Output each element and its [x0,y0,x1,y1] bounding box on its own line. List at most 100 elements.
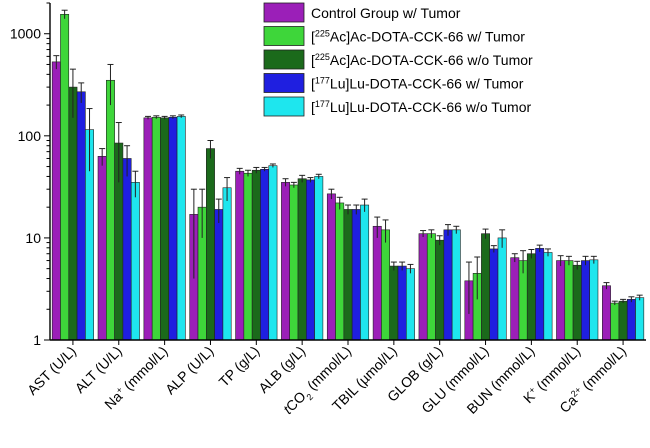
legend-swatch-4 [263,73,305,93]
bar-3-13 [618,300,628,341]
error-bar-2-3 [153,115,160,119]
error-bar-3-7 [345,204,351,215]
error-bar-2-10 [474,256,481,300]
legend-swatch-5 [263,96,305,117]
bar-4-11 [535,248,545,341]
error-bar-2-12 [565,255,572,266]
error-bar-2-9 [428,229,435,238]
error-bar-3-10 [482,228,489,239]
bar-4-12 [581,260,590,341]
bar-1-6 [281,182,290,341]
error-bar-4-10 [490,245,497,253]
legend-label-1: Control Group w/ Tumor [311,5,461,21]
error-bar-3-9 [436,235,443,246]
bar-2-6 [289,184,299,341]
error-bar-5-13 [636,294,643,301]
error-bar-3-3 [161,115,168,120]
error-bar-5-3 [178,114,185,118]
error-bar-1-9 [420,230,427,238]
error-bar-3-4 [207,139,214,159]
error-bar-5-8 [407,263,414,274]
error-bar-1-7 [328,188,335,200]
bar-5-3 [176,116,186,341]
error-bar-1-1 [53,55,60,70]
error-bar-3-12 [574,260,581,270]
bar-4-13 [626,299,636,341]
bar-3-3 [160,117,170,341]
bar-2-1 [60,14,70,341]
error-bar-3-6 [299,174,306,183]
y-ticks-layer: 1 10 100 1000 [10,2,50,348]
error-bar-1-10 [465,261,472,314]
bar-5-4 [222,187,232,341]
error-bar-3-1 [69,68,76,118]
bar-2-9 [426,233,436,341]
error-bar-4-2 [124,145,131,177]
error-bar-3-13 [620,298,627,304]
error-bar-5-5 [269,163,276,168]
bar-4-10 [489,248,499,341]
error-bar-1-11 [511,253,518,263]
bar-3-6 [297,178,307,341]
bar-3-12 [572,264,582,341]
error-bar-5-9 [453,225,460,234]
bar-2-13 [610,302,620,341]
bar-5-2 [130,182,140,341]
bar-3-9 [435,239,445,341]
bar-4-3 [168,116,178,341]
error-bar-4-13 [628,296,635,303]
bar-2-12 [564,260,574,341]
error-bar-1-13 [603,282,610,290]
legend-label-5: [177Lu]Lu-DOTA-CCK-66 w/o Tumor [311,99,532,115]
error-bar-4-11 [536,244,543,252]
bar-1-12 [556,260,566,341]
error-bar-1-2 [99,148,106,166]
category-label-6: ALB (g/L) [255,343,308,396]
bar-5-11 [543,252,553,341]
bar-4-2 [122,158,132,341]
error-bar-5-4 [224,177,231,201]
bar-2-3 [151,116,161,341]
bar-2-5 [243,172,253,341]
error-bar-1-3 [145,115,152,120]
bar-4-1 [76,91,86,341]
error-bar-5-12 [590,255,597,264]
error-bar-5-11 [544,248,551,257]
bar-5-5 [268,165,278,341]
legend-swatch-2 [263,26,305,46]
category-labels-layer: AST (U/L)ALT (U/L)Na+ (mmol/L)ALP (U/L)T… [24,340,629,417]
bar-5-6 [314,176,324,341]
error-bar-2-13 [611,300,618,306]
error-bar-2-4 [199,188,206,238]
bar-1-5 [235,170,245,341]
error-bar-3-8 [390,261,397,271]
bar-1-9 [418,233,428,341]
legend-swatch-1 [263,2,305,23]
error-bar-1-8 [374,216,381,238]
y-tick-label: 1 [33,332,41,348]
bar-1-2 [97,156,107,341]
error-bar-5-10 [499,229,506,248]
bar-5-9 [451,229,461,341]
bar-4-4 [214,209,224,341]
error-bar-3-2 [115,122,122,183]
bar-2-7 [335,202,345,341]
error-bar-4-1 [78,82,85,103]
bar-1-11 [510,257,520,341]
error-bar-2-11 [520,250,527,274]
error-bar-5-7 [361,198,368,212]
category-label-5: TP (g/L) [216,343,263,390]
error-bar-2-2 [107,63,114,106]
error-bar-1-4 [190,188,197,279]
bar-3-8 [389,265,399,341]
bar-3-11 [526,253,536,341]
bar-5-10 [497,237,507,341]
error-bar-4-8 [399,261,406,271]
bar-3-1 [68,86,78,341]
bar-5-7 [360,204,370,341]
error-bar-2-1 [61,9,68,19]
bar-4-9 [443,229,453,341]
bar-3-4 [206,148,215,341]
